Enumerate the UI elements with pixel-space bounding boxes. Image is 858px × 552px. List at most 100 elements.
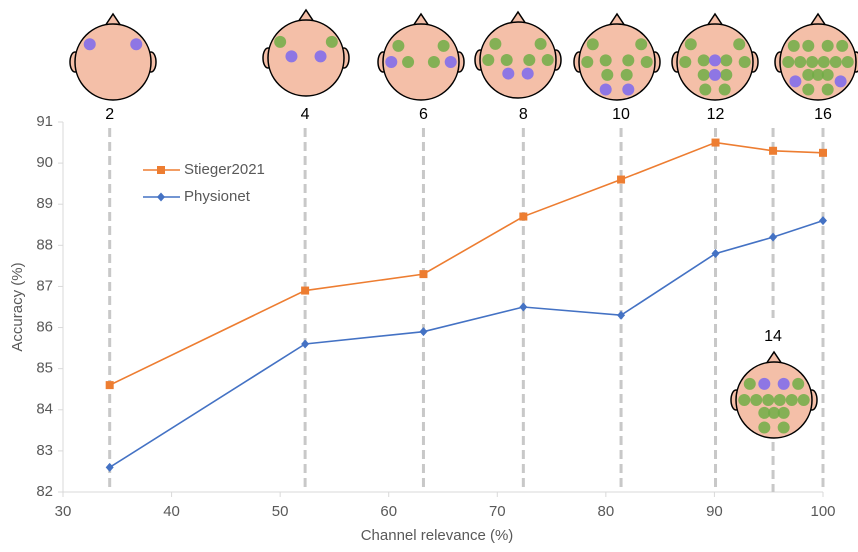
marker <box>769 147 777 155</box>
electrode <box>698 69 710 81</box>
x-tick-label: 90 <box>706 503 723 520</box>
x-tick-label: 80 <box>598 503 615 520</box>
head-diagram <box>731 352 817 438</box>
electrode <box>698 54 710 66</box>
electrode <box>733 38 745 50</box>
x-tick-label: 40 <box>163 503 180 520</box>
y-tick-label: 85 <box>36 360 53 377</box>
electrode <box>581 56 593 68</box>
chart: Channel relevance (%) Accuracy (%) 82838… <box>0 0 858 547</box>
y-tick-label: 83 <box>36 442 53 459</box>
marker <box>617 176 625 184</box>
electrode <box>835 75 847 87</box>
channel-label: 16 <box>814 106 832 123</box>
head-diagram <box>263 10 349 96</box>
marker <box>769 233 777 242</box>
electrode <box>778 378 790 390</box>
marker <box>519 213 527 221</box>
electrode <box>842 56 854 68</box>
channel-label: 10 <box>612 106 630 123</box>
marker <box>419 327 427 336</box>
electrode <box>720 69 732 81</box>
electrode <box>738 394 750 406</box>
head-diagram <box>672 14 758 100</box>
marker <box>419 270 427 278</box>
electrode <box>445 56 457 68</box>
head-diagram <box>70 14 156 100</box>
marker <box>301 287 309 295</box>
head-diagram <box>775 14 858 100</box>
electrode <box>758 378 770 390</box>
legend-label: Physionet <box>184 188 251 205</box>
electrode <box>782 56 794 68</box>
electrode <box>621 69 633 81</box>
y-tick-label: 84 <box>36 401 53 418</box>
electrode <box>789 75 801 87</box>
electrode <box>699 83 711 95</box>
electrode <box>326 36 338 48</box>
electrode <box>802 83 814 95</box>
x-tick-label: 30 <box>55 503 72 520</box>
channel-label: 6 <box>419 106 428 123</box>
electrode <box>622 83 634 95</box>
electrode <box>392 40 404 52</box>
electrode <box>802 40 814 52</box>
electrode <box>822 83 834 95</box>
electrode <box>523 54 535 66</box>
marker <box>617 311 625 320</box>
channel-label: 14 <box>764 328 782 345</box>
legend-marker <box>157 193 165 202</box>
electrode <box>822 69 834 81</box>
electrode <box>719 83 731 95</box>
y-tick-label: 90 <box>36 154 53 171</box>
electrode <box>798 394 810 406</box>
x-tick-label: 100 <box>810 503 835 520</box>
electrode <box>587 38 599 50</box>
electrode <box>778 421 790 433</box>
channel-label: 12 <box>707 106 725 123</box>
electrode <box>285 50 297 62</box>
head <box>268 20 344 96</box>
electrode <box>402 56 414 68</box>
electrode <box>774 394 786 406</box>
electrode <box>679 56 691 68</box>
channel-label: 2 <box>105 106 114 123</box>
electrode <box>385 56 397 68</box>
electrode <box>600 54 612 66</box>
electrode <box>622 54 634 66</box>
head-diagram <box>378 14 464 100</box>
electrode <box>641 56 653 68</box>
y-tick-label: 89 <box>36 195 53 212</box>
electrode <box>709 54 721 66</box>
electrode <box>750 394 762 406</box>
marker <box>712 139 720 147</box>
electrode <box>792 378 804 390</box>
channel-label: 4 <box>301 106 310 123</box>
y-tick-label: 87 <box>36 277 53 294</box>
electrode <box>744 378 756 390</box>
electrode <box>315 50 327 62</box>
legend-label: Stieger2021 <box>184 161 265 178</box>
head-diagram <box>574 14 660 100</box>
electrode <box>535 38 547 50</box>
y-tick-label: 82 <box>36 483 53 500</box>
electrode <box>601 69 613 81</box>
electrode <box>489 38 501 50</box>
electrode <box>522 68 534 80</box>
head-diagram <box>475 12 561 98</box>
x-axis-title: Channel relevance (%) <box>361 527 514 544</box>
electrode <box>502 68 514 80</box>
electrode <box>758 421 770 433</box>
electrode <box>822 40 834 52</box>
electrode <box>84 38 96 50</box>
electrode <box>778 407 790 419</box>
electrode <box>482 54 494 66</box>
x-tick-label: 70 <box>489 503 506 520</box>
electrode <box>794 56 806 68</box>
marker <box>106 381 114 389</box>
channel-label: 8 <box>519 106 528 123</box>
electrode <box>739 56 751 68</box>
x-tick-label: 50 <box>272 503 289 520</box>
electrode <box>830 56 842 68</box>
electrode <box>786 394 798 406</box>
